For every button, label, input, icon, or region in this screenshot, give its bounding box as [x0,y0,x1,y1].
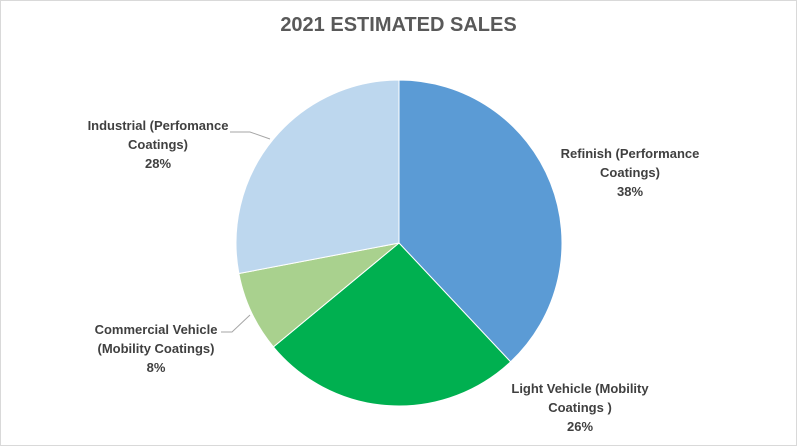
slice-label-light-vehicle: Light Vehicle (Mobility Coatings ) 26% [511,381,649,434]
chart-title: 2021 ESTIMATED SALES [280,14,517,36]
leader-line-commercial-vehicle [221,314,251,333]
leader-line-industrial [230,131,271,140]
slice-label-industrial: Industrial (Perfomance Coatings) 28% [87,118,229,171]
pie-slice-refinish [398,79,563,363]
pie-slice-light-vehicle [272,242,512,407]
slice-label-commercial-vehicle: Commercial Vehicle (Mobility Coatings) 8… [94,322,218,375]
slice-label-refinish: Refinish (Performance Coatings) 38% [560,146,700,199]
pie-slice-industrial [235,79,400,275]
